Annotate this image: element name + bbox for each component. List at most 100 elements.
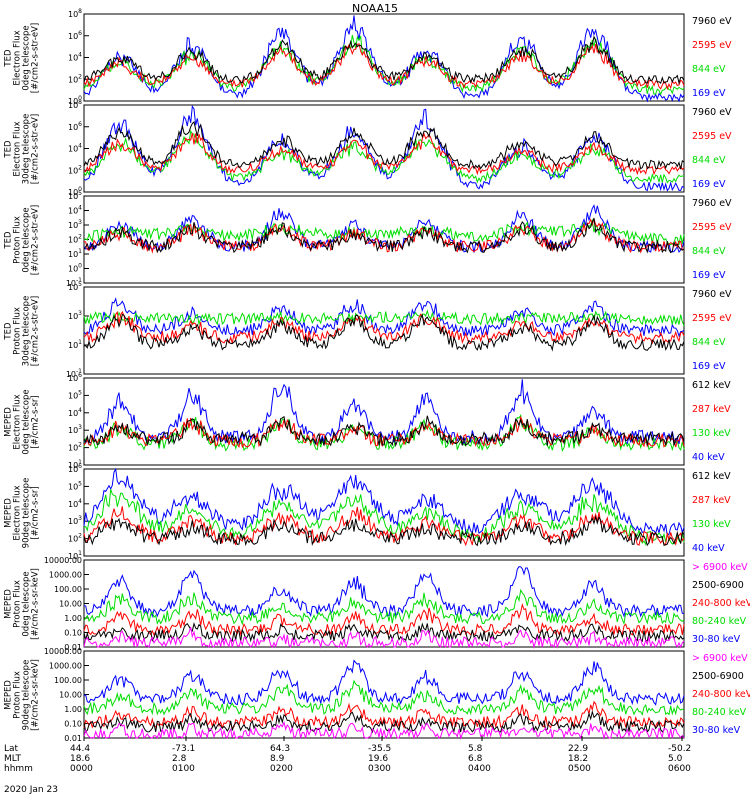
footer-hhmm-value: 0500 [568, 764, 591, 774]
y-axis-label-line: [#/cm2-s-sr] [30, 485, 40, 540]
y-tick-label: 102 [68, 164, 82, 175]
legend-item-green: 130 keV [692, 428, 731, 439]
series-green-trace [83, 34, 685, 96]
y-tick-label: 108 [68, 8, 82, 19]
y-tick-label: 106 [68, 30, 82, 41]
legend-item-magenta: > 6900 keV [692, 653, 748, 664]
legend-item-red: 2595 eV [692, 313, 732, 324]
y-tick-label: 1.00 [64, 705, 82, 714]
y-tick-label: 105 [68, 281, 82, 292]
legend-item-green: 80-240 keV [692, 616, 747, 627]
legend-item-blue: 169 eV [692, 270, 726, 281]
legend-item-blue: 40 keV [692, 452, 725, 463]
y-tick-label: 104 [68, 498, 82, 509]
y-tick-label: 10000.00 [44, 556, 82, 565]
y-tick-label: 10.00 [59, 691, 82, 700]
y-axis-label: TED Electron Flux 0deg telescope [#/cm2-s-s… [3, 14, 40, 101]
legend-item-red: 287 keV [692, 495, 731, 506]
y-tick-label: 1.00 [64, 614, 82, 623]
y-axis-label: MEPED Proton Flux 90deg telescope [#/cm2-s-… [3, 651, 40, 738]
footer-row-label-mlt: MLT [4, 754, 22, 764]
y-axis-label: MEPED Electron Flux 0deg telescope [#/cm2-s… [3, 378, 40, 465]
series-green-trace [83, 309, 685, 326]
y-axis-label-line: [#/cm2-s-str-eV] [30, 204, 40, 275]
series-green-trace [83, 588, 685, 626]
y-tick-label: 105 [68, 190, 82, 201]
y-tick-label: 103 [68, 424, 82, 435]
y-tick-label: 105 [68, 389, 82, 400]
panel-frame [83, 13, 685, 102]
y-tick-label: 101 [68, 459, 82, 470]
series-black-trace [83, 217, 685, 254]
panel-frame [83, 377, 685, 466]
legend-item-green: 130 keV [692, 519, 731, 530]
series-green-trace [83, 489, 685, 546]
y-tick-label: 0.10 [64, 720, 82, 729]
footer-hhmm-value: 0400 [468, 764, 491, 774]
y-tick-label: 101 [68, 339, 82, 350]
y-tick-label: 104 [68, 143, 82, 154]
series-magenta-trace [83, 626, 685, 649]
y-tick-label: 102 [68, 533, 82, 544]
footer-lat-value: 22.9 [568, 744, 589, 754]
y-tick-label: 106 [68, 463, 82, 474]
series-blue-trace [83, 566, 685, 618]
y-axis-label-line: [#/cm2-s-str-eV] [30, 113, 40, 184]
legend-item-red: 2595 eV [692, 131, 732, 142]
legend-item-blue: 40 keV [692, 543, 725, 554]
series-blue-trace [83, 659, 685, 706]
footer-mlt-value: 6.8 [468, 754, 483, 764]
legend-item-blue: 169 eV [692, 179, 726, 190]
series-blue-trace [83, 467, 685, 538]
series-blue-trace [83, 204, 685, 254]
legend-item-blue: 169 eV [692, 88, 726, 99]
legend-item-black: 2500-6900 [692, 580, 744, 591]
date-label: 2020 Jan 23 [4, 785, 58, 795]
legend-item-black: 612 keV [692, 380, 731, 391]
footer-hhmm-value: 0600 [668, 764, 691, 774]
series-black-trace [83, 121, 685, 170]
series-black-trace [84, 313, 685, 352]
y-tick-label: 100 [68, 95, 82, 106]
y-tick-label: 100.00 [54, 676, 82, 685]
y-tick-label: 10.00 [59, 600, 82, 609]
panel-1: 100 102 104 106 108 [68, 8, 685, 106]
y-tick-label: 103 [68, 310, 82, 321]
y-axis-label-line: [#/cm2-s-str-eV] [30, 22, 40, 93]
y-tick-label: 1000.00 [49, 662, 82, 671]
y-tick-label: 10-1 [66, 368, 82, 379]
footer-row-label-lat: Lat [4, 744, 19, 754]
panel-8: 0.01 0.10 1.00 10.00 100.00 1000.00 10000.00 [44, 647, 685, 743]
y-tick-label: 104 [68, 205, 82, 216]
legend-item-blue: 30-80 keV [692, 634, 741, 645]
footer-mlt-value: 18.6 [70, 754, 91, 764]
y-tick-label: 103 [68, 219, 82, 230]
y-tick-label: 102 [68, 73, 82, 84]
legend-item-black: 2500-6900 [692, 671, 744, 682]
y-axis-label: MEPED Proton Flux 0deg telescope [#/cm2-s-s… [3, 560, 40, 647]
footer-hhmm-value: 0300 [368, 764, 391, 774]
y-tick-label: 108 [68, 99, 82, 110]
series-green-trace [83, 679, 685, 717]
footer-lat-value: 5.8 [468, 744, 483, 754]
footer-mlt-value: 8.9 [270, 754, 285, 764]
y-axis-label: TED Proton Flux 0deg telescope [#/cm2-s-str… [3, 196, 40, 283]
panel-5: 101 102 103 104 105 106 [68, 372, 685, 470]
y-axis-label-line: [#/cm2-s-sr-keV] [30, 567, 40, 640]
legend-item-black: 7960 eV [692, 107, 732, 118]
legend-item-magenta: > 6900 keV [692, 562, 748, 573]
legend-item-black: 7960 eV [692, 198, 732, 209]
y-axis-label: TED Electron Flux 30deg telescope [#/cm2-s-… [3, 105, 40, 192]
page-title: NOAA15 [351, 2, 399, 15]
series-black-trace [83, 621, 685, 643]
legend-item-green: 844 eV [692, 337, 726, 348]
footer-lat-value: 44.4 [70, 744, 91, 754]
y-tick-label: 10000.00 [44, 647, 82, 656]
panel-frame [83, 286, 685, 375]
footer-lat-value: 64.3 [270, 744, 291, 754]
y-axis-label-line: [#/cm2-s-sr] [30, 394, 40, 449]
legend-item-blue: 30-80 keV [692, 725, 741, 736]
series-black-trace [83, 35, 685, 85]
